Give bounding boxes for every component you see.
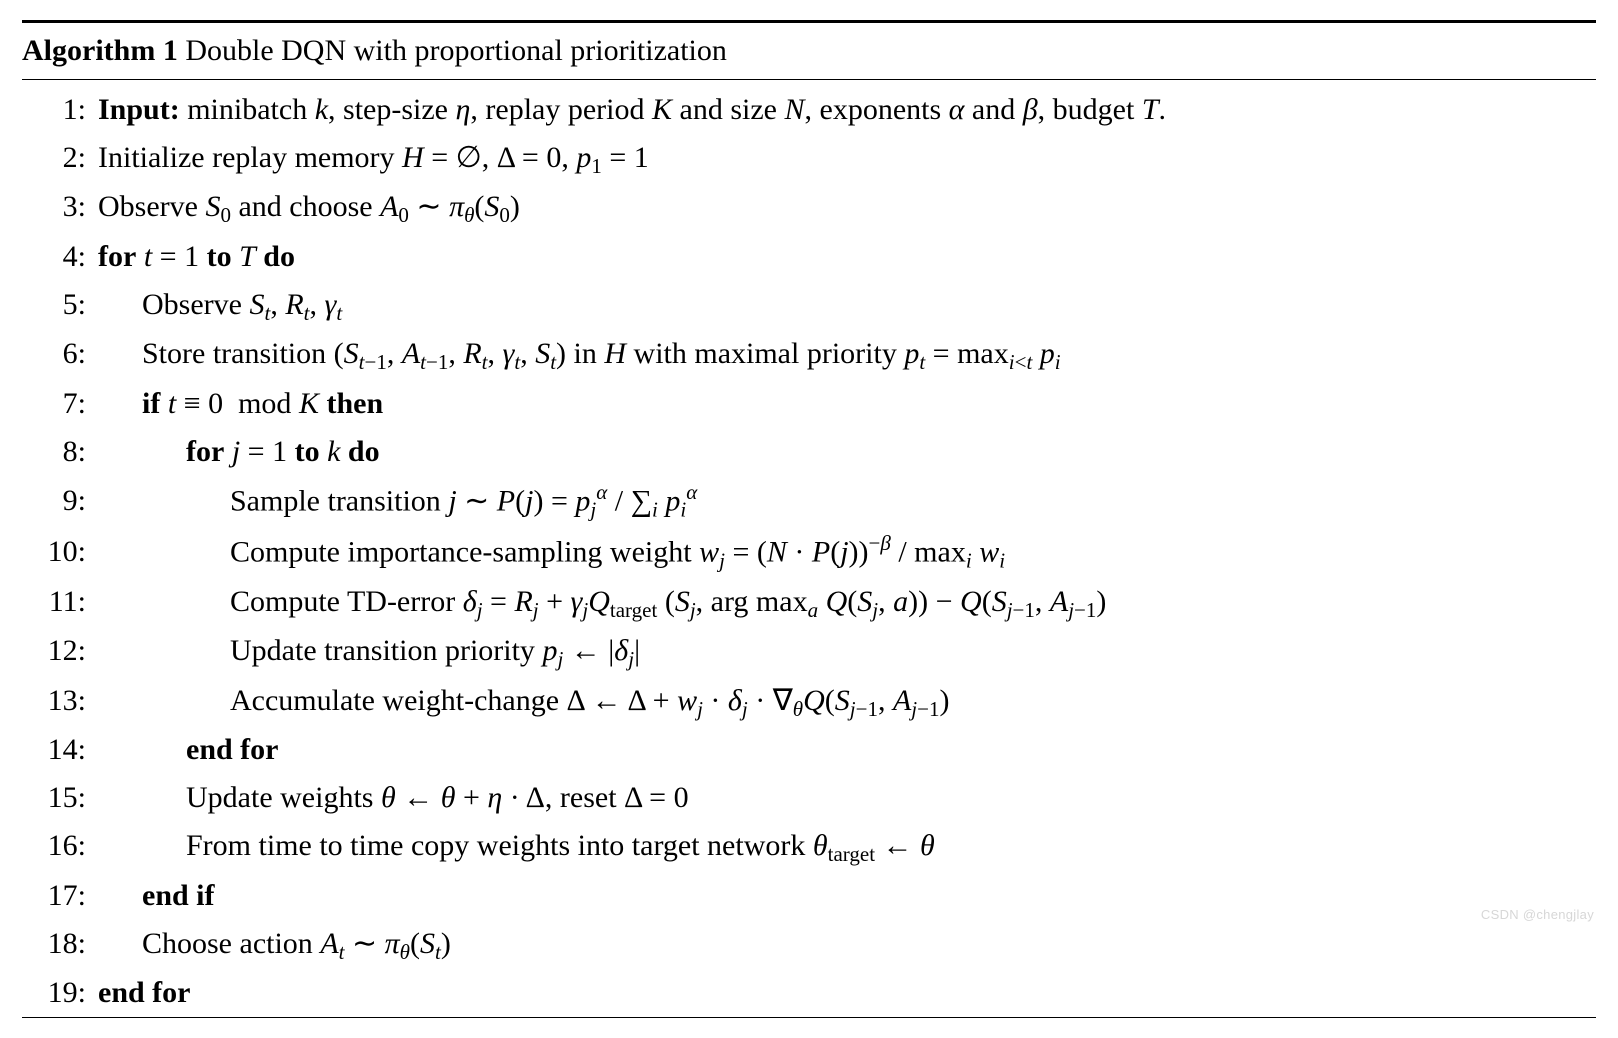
algo-line: 9:Sample transition j ∼ P(j) = pjα / ∑i … bbox=[22, 476, 1596, 527]
line-number: 12: bbox=[22, 627, 98, 675]
algo-line: 3:Observe S0 and choose A0 ∼ πθ(S0) bbox=[22, 183, 1596, 232]
algo-line: 16:From time to time copy weights into t… bbox=[22, 822, 1596, 871]
line-content: From time to time copy weights into targ… bbox=[98, 822, 1596, 871]
algo-line: 10:Compute importance-sampling weight wj… bbox=[22, 527, 1596, 578]
line-content: Store transition (St−1, At−1, Rt, γt, St… bbox=[98, 330, 1596, 379]
line-content: for t = 1 to T do bbox=[98, 233, 1596, 281]
line-content: Update weights θ ← θ + η · Δ, reset Δ = … bbox=[98, 774, 1596, 822]
line-content: Input: minibatch k, step-size η, replay … bbox=[98, 86, 1596, 134]
line-number: 13: bbox=[22, 677, 98, 725]
algo-line: 2:Initialize replay memory H = ∅, Δ = 0,… bbox=[22, 134, 1596, 183]
line-content: Compute TD-error δj = Rj + γjQtarget (Sj… bbox=[98, 578, 1596, 627]
line-number: 17: bbox=[22, 872, 98, 920]
line-content: Accumulate weight-change Δ ← Δ + wj · δj… bbox=[98, 677, 1596, 726]
line-content: end for bbox=[98, 969, 1596, 1017]
line-content: end for bbox=[98, 726, 1596, 774]
line-content: Observe St, Rt, γt bbox=[98, 281, 1596, 330]
algorithm-label: Algorithm 1 bbox=[22, 34, 178, 67]
line-number: 14: bbox=[22, 726, 98, 774]
line-content: Initialize replay memory H = ∅, Δ = 0, p… bbox=[98, 134, 1596, 183]
line-number: 9: bbox=[22, 477, 98, 525]
line-content: for j = 1 to k do bbox=[98, 428, 1596, 476]
line-content: Update transition priority pj ← |δj| bbox=[98, 627, 1596, 676]
line-content: Sample transition j ∼ P(j) = pjα / ∑i pi… bbox=[98, 476, 1596, 527]
line-content: Compute importance-sampling weight wj = … bbox=[98, 527, 1596, 578]
line-number: 8: bbox=[22, 428, 98, 476]
line-content: end if bbox=[98, 872, 1596, 920]
algo-line: 11:Compute TD-error δj = Rj + γjQtarget … bbox=[22, 578, 1596, 627]
line-content: Observe S0 and choose A0 ∼ πθ(S0) bbox=[98, 183, 1596, 232]
algorithm-title: Double DQN with proportional prioritizat… bbox=[185, 34, 727, 67]
line-number: 16: bbox=[22, 822, 98, 870]
line-content: if t ≡ 0 mod K then bbox=[98, 380, 1596, 428]
line-number: 6: bbox=[22, 330, 98, 378]
line-number: 15: bbox=[22, 774, 98, 822]
line-content: Choose action At ∼ πθ(St) bbox=[98, 920, 1596, 969]
algo-line: 8:for j = 1 to k do bbox=[22, 428, 1596, 476]
line-number: 2: bbox=[22, 134, 98, 182]
algorithm-title-row: Algorithm 1 Double DQN with proportional… bbox=[22, 23, 1596, 79]
algo-line: 17:end if bbox=[22, 872, 1596, 920]
line-number: 10: bbox=[22, 528, 98, 576]
algo-line: 1:Input: minibatch k, step-size η, repla… bbox=[22, 86, 1596, 134]
line-number: 18: bbox=[22, 920, 98, 968]
watermark-text: CSDN @chengjlay bbox=[1481, 905, 1594, 926]
bottom-rule bbox=[22, 1017, 1596, 1018]
line-number: 5: bbox=[22, 281, 98, 329]
algo-line: 15:Update weights θ ← θ + η · Δ, reset Δ… bbox=[22, 774, 1596, 822]
algo-line: 5:Observe St, Rt, γt bbox=[22, 281, 1596, 330]
line-number: 19: bbox=[22, 969, 98, 1017]
algo-line: 4:for t = 1 to T do bbox=[22, 233, 1596, 281]
line-number: 4: bbox=[22, 233, 98, 281]
algorithm-block: Algorithm 1 Double DQN with proportional… bbox=[22, 20, 1596, 1018]
line-number: 7: bbox=[22, 380, 98, 428]
algo-line: 18:Choose action At ∼ πθ(St) bbox=[22, 920, 1596, 969]
line-number: 11: bbox=[22, 578, 98, 626]
algo-line: 19:end for bbox=[22, 969, 1596, 1017]
line-number: 1: bbox=[22, 86, 98, 134]
algo-line: 7:if t ≡ 0 mod K then bbox=[22, 380, 1596, 428]
algo-line: 12:Update transition priority pj ← |δj| bbox=[22, 627, 1596, 676]
algorithm-lines: 1:Input: minibatch k, step-size η, repla… bbox=[22, 80, 1596, 1017]
line-number: 3: bbox=[22, 183, 98, 231]
algo-line: 14:end for bbox=[22, 726, 1596, 774]
algo-line: 13:Accumulate weight-change Δ ← Δ + wj ·… bbox=[22, 677, 1596, 726]
algo-line: 6:Store transition (St−1, At−1, Rt, γt, … bbox=[22, 330, 1596, 379]
